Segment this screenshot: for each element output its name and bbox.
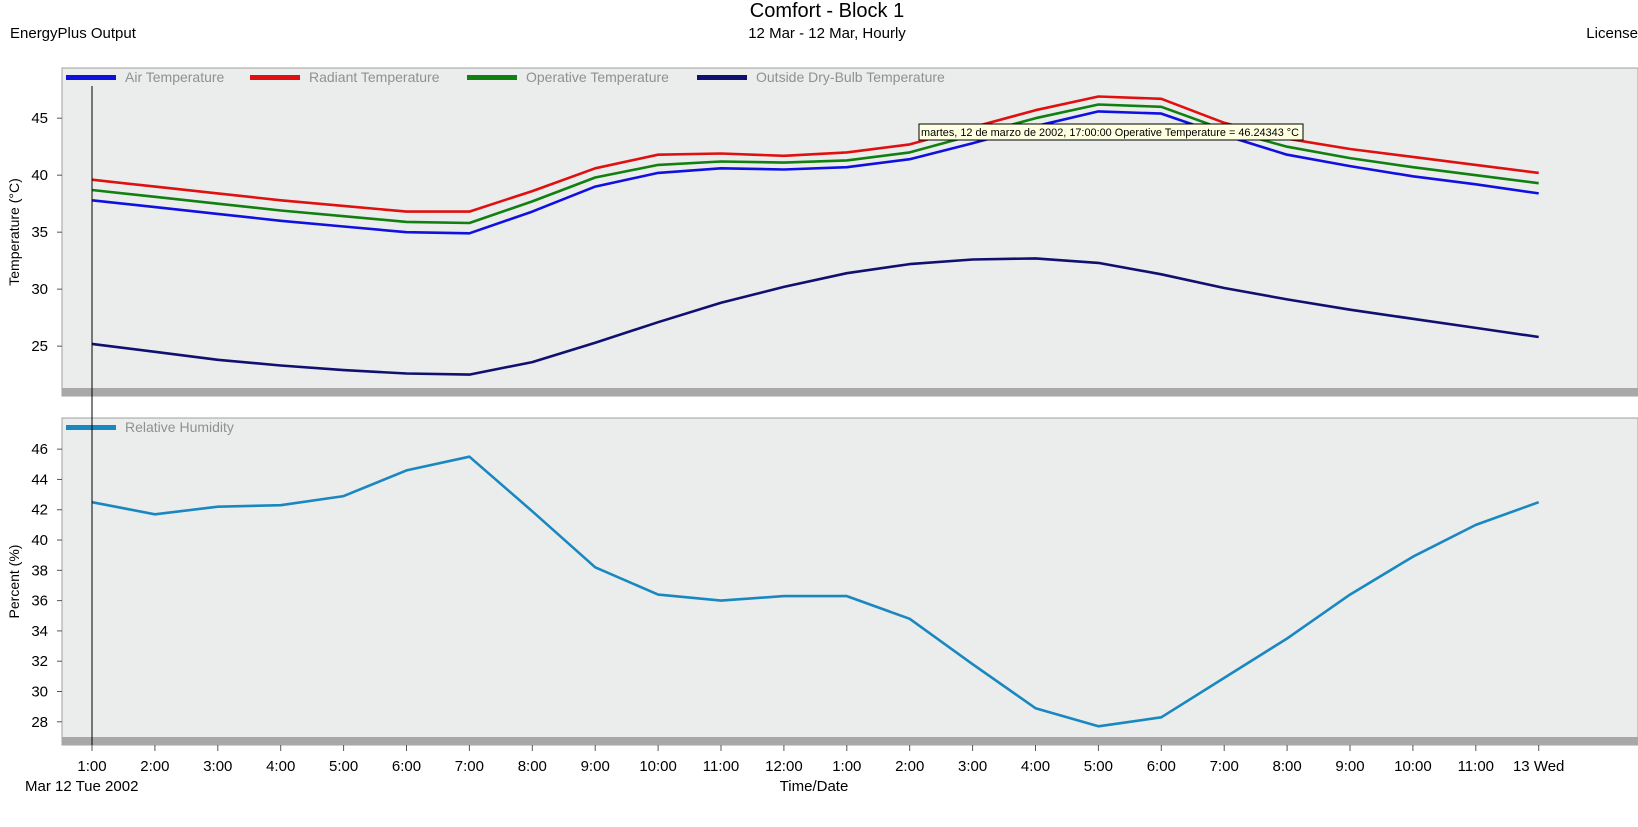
x-tick-label: 8:00 bbox=[518, 758, 547, 775]
y-tick-label: 35 bbox=[31, 224, 48, 241]
x-tick-label: 10:00 bbox=[1394, 758, 1432, 775]
y-tick-label: 45 bbox=[31, 110, 48, 127]
series-line-outside-dry-bulb-temperature bbox=[91, 257, 1539, 376]
y-tick-label: 44 bbox=[31, 471, 48, 488]
license-label: License bbox=[1586, 25, 1638, 42]
x-tick-label: 5:00 bbox=[1084, 758, 1113, 775]
x-tick-label: 9:00 bbox=[1335, 758, 1364, 775]
x-tick-label: 6:00 bbox=[1147, 758, 1176, 775]
y-tick-label: 40 bbox=[31, 532, 48, 549]
x-tick-label: 7:00 bbox=[1210, 758, 1239, 775]
panel-bottom-band-2 bbox=[62, 737, 1638, 745]
legend-entry: Relative Humidity bbox=[125, 419, 234, 435]
legend-swatch bbox=[697, 75, 747, 80]
legend-swatch bbox=[250, 75, 300, 80]
x-tick-label: 6:00 bbox=[392, 758, 421, 775]
series-line-air-temperature bbox=[91, 110, 1539, 235]
x-date-label: Mar 12 Tue 2002 bbox=[25, 778, 138, 795]
x-tick-label: 3:00 bbox=[958, 758, 987, 775]
x-tick-label: 7:00 bbox=[455, 758, 484, 775]
legend-swatch bbox=[66, 75, 116, 80]
y-tick-label: 40 bbox=[31, 167, 48, 184]
x-tick-label: 9:00 bbox=[581, 758, 610, 775]
y-tick-label: 42 bbox=[31, 502, 48, 519]
y-axis-title: Percent (%) bbox=[6, 545, 22, 619]
y-tick-label: 34 bbox=[31, 623, 48, 640]
x-tick-label: 5:00 bbox=[329, 758, 358, 775]
x-tick-label: 10:00 bbox=[639, 758, 677, 775]
x-tick-label: 12:00 bbox=[765, 758, 803, 775]
legend-entry: Air Temperature bbox=[125, 69, 225, 85]
panel-bottom-band-1 bbox=[62, 388, 1638, 396]
chart-subtitle: 12 Mar - 12 Mar, Hourly bbox=[748, 25, 906, 42]
y-tick-label: 36 bbox=[31, 593, 48, 610]
tooltip-box bbox=[918, 123, 1304, 141]
x-tick-label: 13 Wed bbox=[1513, 758, 1564, 775]
y-tick-label: 25 bbox=[31, 338, 48, 355]
y-tick-label: 46 bbox=[31, 441, 48, 458]
legend-entry: Radiant Temperature bbox=[309, 69, 440, 85]
y-axis-title: Temperature (°C) bbox=[6, 178, 22, 286]
x-tick-label: 1:00 bbox=[832, 758, 861, 775]
plot-area-2 bbox=[61, 417, 1638, 746]
x-tick-label: 11:00 bbox=[703, 758, 739, 775]
legend-entry: Operative Temperature bbox=[526, 69, 669, 85]
y-tick-label: 28 bbox=[31, 714, 48, 731]
y-tick-label: 30 bbox=[31, 684, 48, 701]
legend-swatch bbox=[66, 425, 116, 430]
plot-area-1 bbox=[61, 67, 1638, 397]
legend-entry: Outside Dry-Bulb Temperature bbox=[756, 69, 945, 85]
x-axis-title: Time/Date bbox=[780, 778, 849, 795]
series-line-relative-humidity bbox=[91, 455, 1540, 728]
x-tick-label: 4:00 bbox=[1021, 758, 1050, 775]
x-tick-label: 2:00 bbox=[895, 758, 924, 775]
output-label: EnergyPlus Output bbox=[10, 25, 136, 42]
x-tick-label: 4:00 bbox=[266, 758, 295, 775]
y-tick-label: 30 bbox=[31, 281, 48, 298]
chart-title: Comfort - Block 1 bbox=[749, 0, 905, 22]
y-tick-label: 38 bbox=[31, 562, 48, 579]
series-line-operative-temperature bbox=[91, 103, 1539, 225]
x-tick-label: 8:00 bbox=[1272, 758, 1301, 775]
x-tick-label: 3:00 bbox=[203, 758, 232, 775]
x-tick-label: 1:00 bbox=[77, 758, 106, 775]
x-tick-label: 11:00 bbox=[1458, 758, 1494, 775]
x-tick-label: 2:00 bbox=[140, 758, 169, 775]
legend-swatch bbox=[467, 75, 517, 80]
y-tick-label: 32 bbox=[31, 653, 48, 670]
tooltip-text: martes, 12 de marzo de 2002, 17:00:00 Op… bbox=[921, 127, 1299, 139]
